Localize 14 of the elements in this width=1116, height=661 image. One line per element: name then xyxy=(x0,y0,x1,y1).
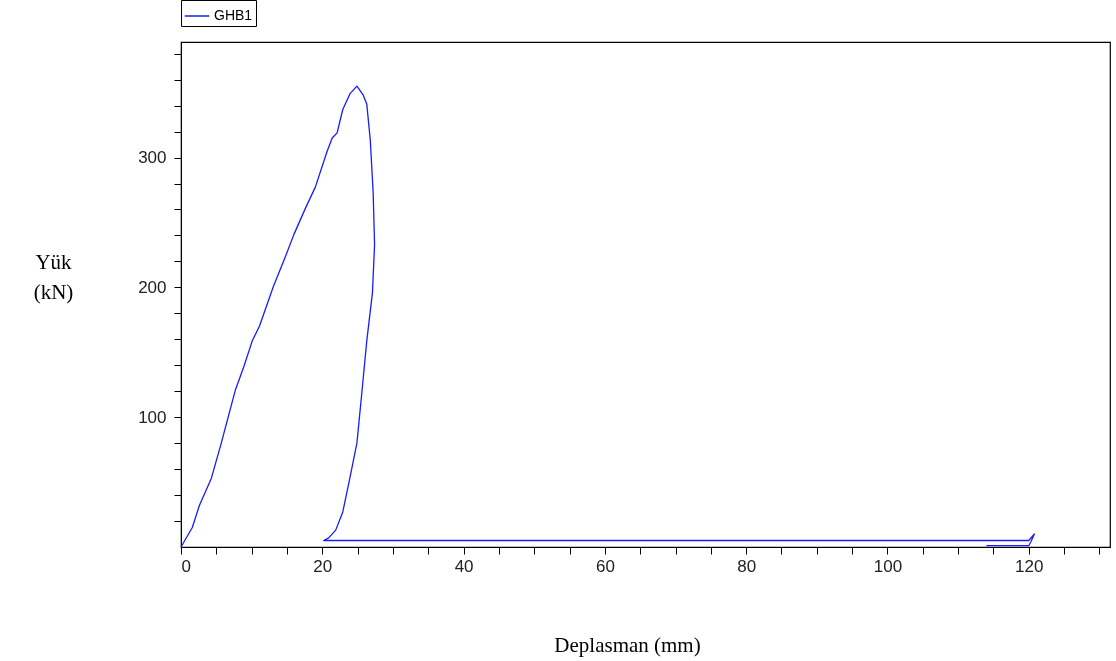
x-tick-label: 0 xyxy=(181,556,191,576)
x-tick-label: 20 xyxy=(313,556,333,576)
x-tick-label: 60 xyxy=(595,556,615,576)
x-tick-label: 120 xyxy=(1015,556,1044,576)
y-axis-title: Yük (kN) xyxy=(33,249,74,304)
x-tick-label: 80 xyxy=(737,556,757,576)
x-tick-label: 100 xyxy=(873,556,903,576)
y-tick-label: 100 xyxy=(138,407,167,427)
legend-label: GHB1 xyxy=(214,7,253,23)
y-tick-label: 200 xyxy=(138,277,167,297)
x-axis-title: Deplasman (mm) xyxy=(554,632,701,657)
y-tick-label: 300 xyxy=(138,148,167,168)
line-series xyxy=(180,85,1036,548)
x-tick-label: 40 xyxy=(454,556,474,576)
